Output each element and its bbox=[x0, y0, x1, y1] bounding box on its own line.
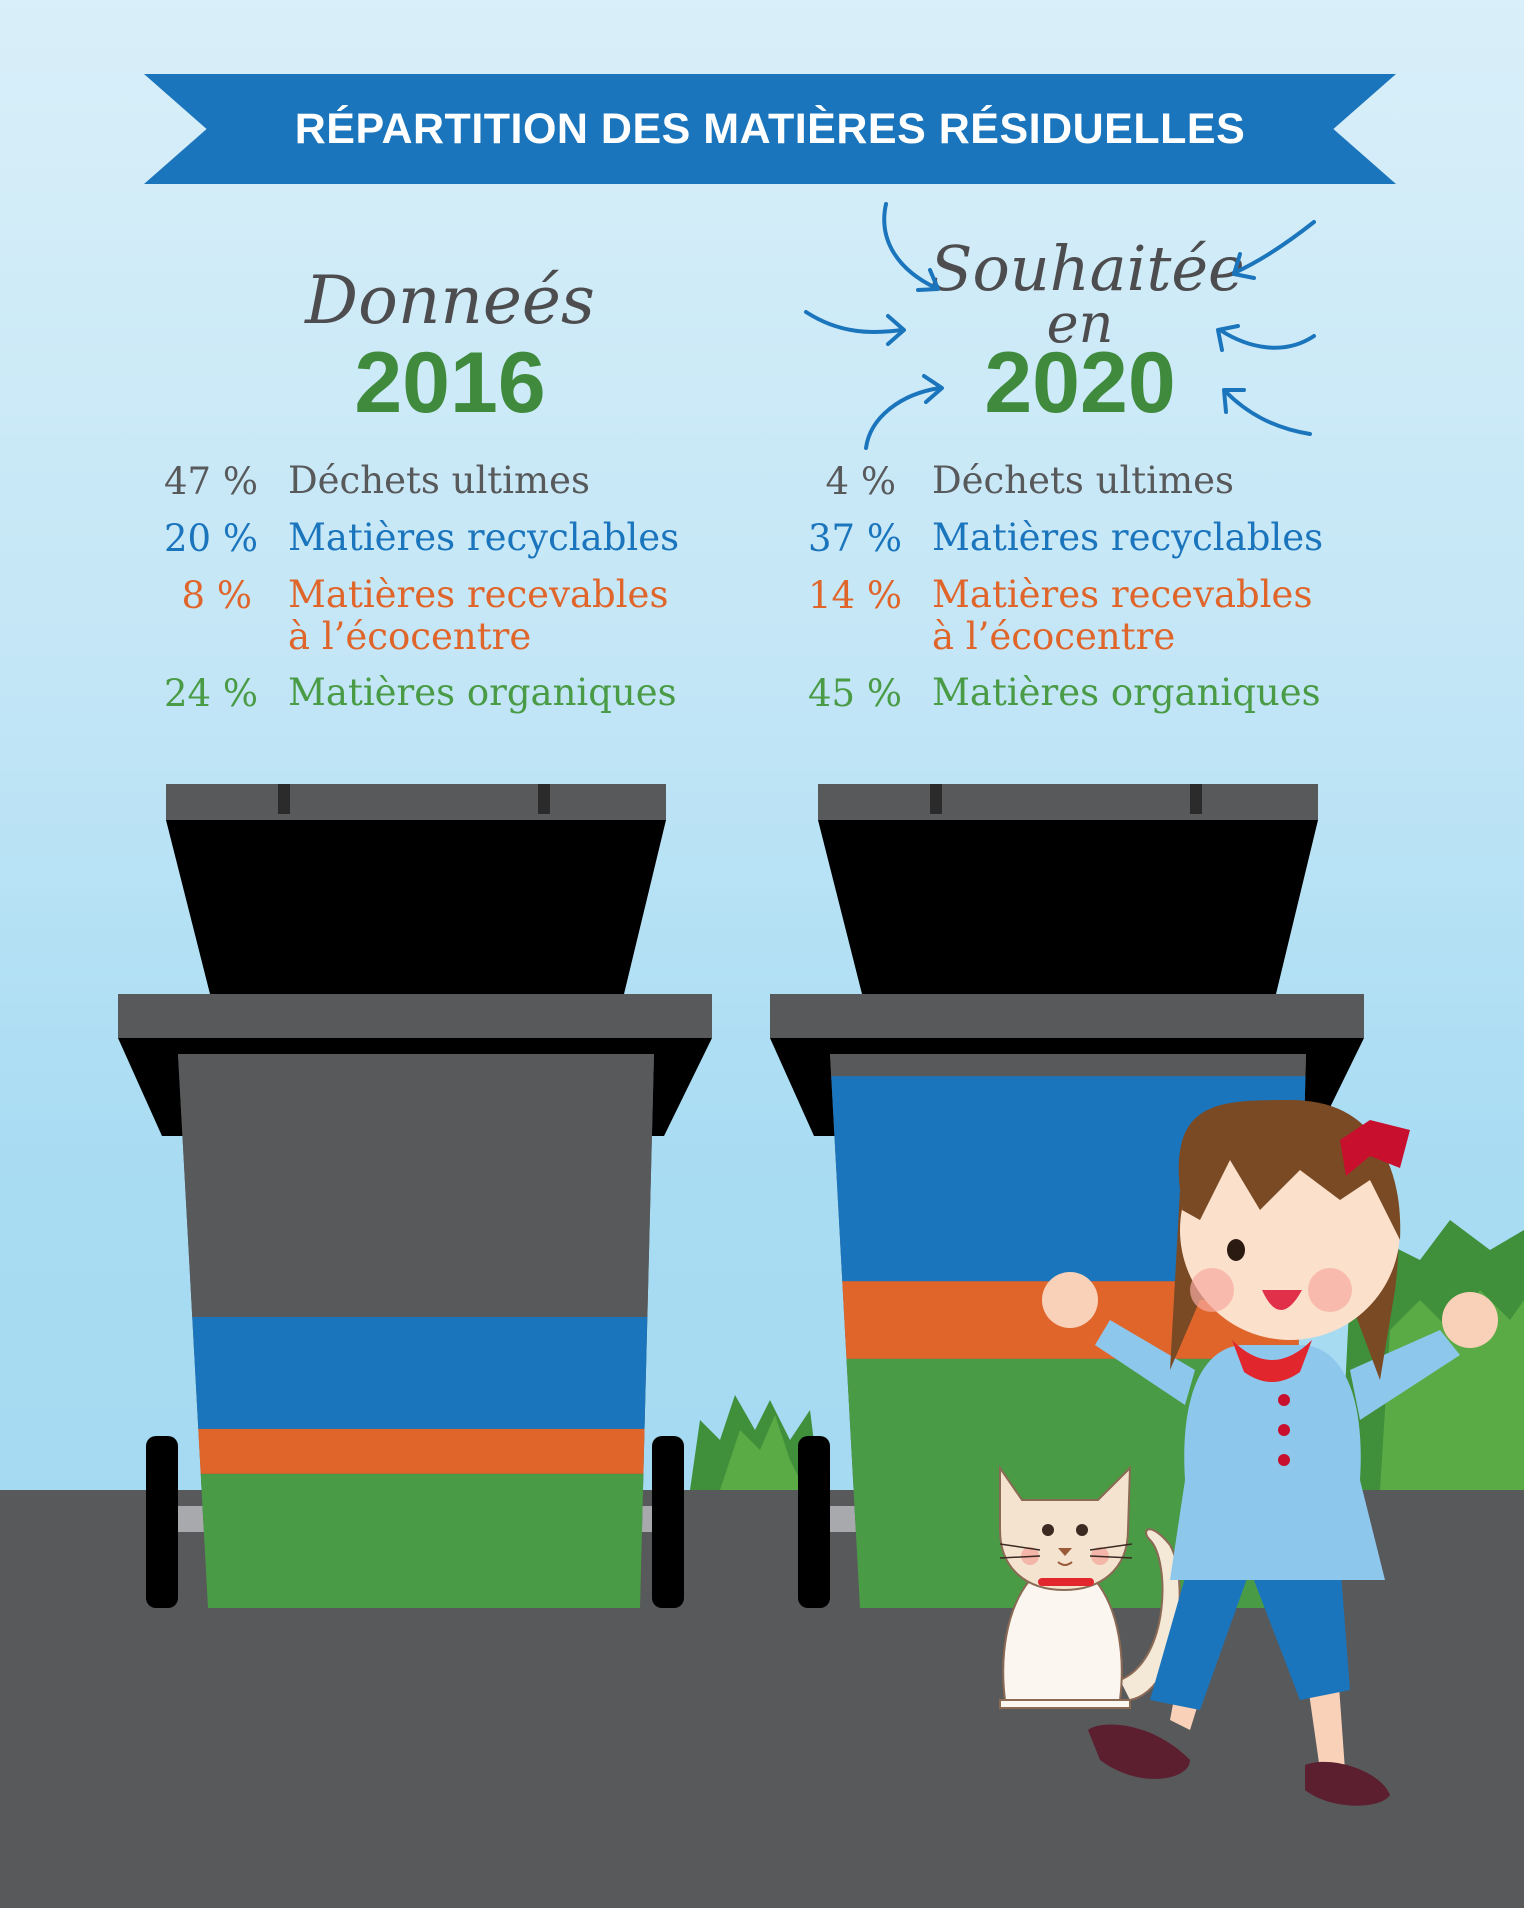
girl-bangs bbox=[1182, 1104, 1401, 1240]
bin-2020-lid bbox=[818, 820, 1318, 994]
girl-button bbox=[1278, 1454, 1290, 1466]
left-year: 2016 bbox=[354, 335, 546, 431]
arrow-icon bbox=[804, 310, 906, 346]
girl-face bbox=[1180, 1120, 1400, 1340]
bin-2016-lid-hinge bbox=[278, 784, 290, 814]
arrow-icon bbox=[1216, 324, 1316, 352]
girl-arm bbox=[1350, 1330, 1460, 1420]
bin-2020-fill-recyclables bbox=[831, 1076, 1306, 1282]
bin-2020-fill-ultimes bbox=[830, 1054, 1306, 1077]
girl-button bbox=[1278, 1424, 1290, 1436]
girl-hand bbox=[1442, 1292, 1498, 1348]
right-pct-recyclables: 37 % bbox=[808, 517, 902, 560]
right-label-organiques: Matières organiques bbox=[932, 671, 1321, 714]
right-label-recyclables: Matières recyclables bbox=[932, 516, 1324, 559]
girl-arm bbox=[1095, 1320, 1195, 1405]
girl-mouth bbox=[1262, 1290, 1302, 1310]
bin-2016-rim-under bbox=[118, 1038, 712, 1136]
bin-2016-lid-hinge bbox=[538, 784, 550, 814]
left-label-ecocentre-2: à l’écocentre bbox=[288, 615, 532, 658]
bin-2016-lid-top bbox=[166, 784, 666, 820]
right-label-ecocentre: Matières recevables bbox=[932, 573, 1313, 616]
title-banner: RÉPARTITION DES MATIÈRES RÉSIDUELLES bbox=[144, 74, 1396, 184]
bin-2016-rim bbox=[118, 994, 712, 1038]
bin-2016-fill-ecocentre bbox=[198, 1428, 645, 1474]
girl-button bbox=[1278, 1394, 1290, 1406]
bin-2020-lid-hinge bbox=[1190, 784, 1202, 814]
right-heading-line2: en bbox=[1046, 292, 1114, 355]
bin-2020-lid-hinge bbox=[930, 784, 942, 814]
left-label-ultimes: Déchets ultimes bbox=[288, 459, 590, 502]
arrow-icon bbox=[1232, 220, 1316, 280]
right-list: 4 % Déchets ultimes 37 % Matières recycl… bbox=[784, 460, 1384, 730]
bin-2016-lid bbox=[166, 820, 666, 994]
right-label-ecocentre-2: à l’écocentre bbox=[932, 615, 1176, 658]
bin-2020-rim-under bbox=[770, 1038, 1364, 1136]
right-pct-ultimes: 4 % bbox=[825, 460, 896, 503]
girl-cheek bbox=[1308, 1268, 1352, 1312]
girl-hair-back bbox=[1170, 1100, 1399, 1380]
left-pct-ecocentre: 8 % bbox=[181, 574, 252, 617]
ground bbox=[0, 1490, 1524, 1908]
right-year: 2020 bbox=[984, 335, 1176, 431]
bin-2020 bbox=[770, 784, 1364, 1608]
arrow-icon bbox=[1222, 388, 1312, 436]
right-heading-line1: Souhaitée bbox=[930, 232, 1245, 305]
girl-bow bbox=[1340, 1120, 1410, 1176]
girl-eye bbox=[1227, 1239, 1245, 1261]
girl-collar bbox=[1232, 1340, 1312, 1382]
left-list: 47 % Déchets ultimes 20 % Matières recyc… bbox=[140, 460, 740, 730]
bin-2020-fill-ecocentre bbox=[842, 1281, 1301, 1359]
right-label-ultimes: Déchets ultimes bbox=[932, 459, 1234, 502]
left-pct-ultimes: 47 % bbox=[164, 460, 258, 503]
banner-title: RÉPARTITION DES MATIÈRES RÉSIDUELLES bbox=[294, 104, 1246, 153]
left-label-recyclables: Matières recyclables bbox=[288, 516, 680, 559]
bin-2016-fill-ultimes bbox=[178, 1054, 654, 1318]
bin-2020-lid-top bbox=[818, 784, 1318, 820]
bin-2020-rim bbox=[770, 994, 1364, 1038]
girl-cheek bbox=[1190, 1268, 1234, 1312]
right-pct-ecocentre: 14 % bbox=[808, 574, 902, 617]
left-pct-organiques: 24 % bbox=[164, 672, 258, 715]
left-pct-recyclables: 20 % bbox=[164, 517, 258, 560]
bin-2016-fill-recyclables bbox=[192, 1317, 648, 1429]
left-label-ecocentre: Matières recevables bbox=[288, 573, 669, 616]
bin-2016 bbox=[118, 784, 712, 1608]
girl-hand bbox=[1042, 1272, 1098, 1328]
right-pct-organiques: 45 % bbox=[808, 672, 902, 715]
left-label-organiques: Matières organiques bbox=[288, 671, 677, 714]
left-heading: Donneés bbox=[305, 262, 595, 339]
